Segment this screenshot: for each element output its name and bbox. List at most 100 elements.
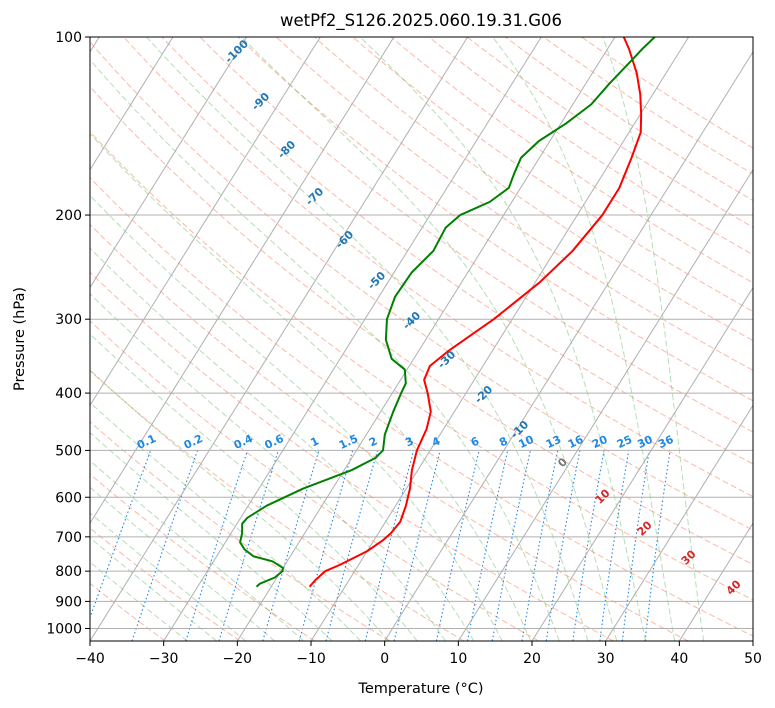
- mixing-ratio-label: 16: [566, 433, 586, 451]
- x-tick-label: 30: [597, 651, 615, 667]
- moist-adiabat: [492, 37, 676, 641]
- dry-adiabat: [90, 320, 540, 641]
- y-axis-label: Pressure (hPa): [12, 287, 28, 391]
- moist-adiabat: [146, 37, 589, 641]
- dry-adiabat: [90, 131, 753, 601]
- mixing-ratio-line: [644, 450, 671, 641]
- mixing-ratio-line: [325, 450, 379, 641]
- y-tick-label: 100: [55, 30, 82, 46]
- mixing-ratio-label: 13: [544, 433, 563, 451]
- isotherm-line: [310, 37, 690, 641]
- dry-adiabat: [199, 37, 753, 433]
- x-tick-label: −20: [223, 651, 253, 667]
- dry-adiabat: [390, 37, 753, 284]
- mixing-ratio-line: [393, 450, 441, 641]
- dry-adiabat: [581, 37, 753, 149]
- moist-adiabat: [90, 401, 361, 641]
- x-tick-label: −40: [75, 651, 105, 667]
- mixing-ratio-label: 25: [615, 433, 634, 451]
- mixing-ratio-line: [298, 450, 354, 641]
- y-tick-label: 300: [55, 312, 82, 328]
- grid-layer: [90, 37, 753, 641]
- temperature-trace: [308, 37, 643, 588]
- moist-adiabat: [90, 537, 217, 641]
- moist-adiabat: [90, 431, 333, 641]
- isotherm-line: [678, 522, 753, 641]
- isotherm-line: [457, 168, 753, 641]
- y-tick-label: 1000: [46, 621, 82, 637]
- mixing-ratio-line: [262, 450, 320, 641]
- x-tick-label: −10: [296, 651, 326, 667]
- dry-adiabat: [314, 37, 753, 342]
- mixing-ratio-line: [90, 450, 152, 620]
- moist-adiabat: [90, 512, 246, 641]
- moist-adiabat: [90, 369, 390, 641]
- dry-adiabat: [90, 473, 315, 641]
- isotherm-line: [90, 37, 469, 641]
- dry-adiabat: [90, 85, 753, 566]
- dry-adiabat: [90, 421, 390, 641]
- isotherm-line: [90, 37, 174, 171]
- isotherm-line: [163, 37, 542, 641]
- dewpoint-trace: [239, 37, 656, 588]
- dry-adiabat: [90, 271, 614, 641]
- moist-adiabat: [602, 37, 705, 641]
- isotherm-line: [236, 37, 616, 641]
- moist-adiabat: [90, 247, 475, 641]
- axis-layer: −40 −30 −20 −10 0 10 20 30 40 50 1000 900 800 700 600 5…: [46, 30, 762, 667]
- isotherm-line: [384, 50, 753, 641]
- dry-adiabat: [466, 37, 753, 228]
- y-tick-label: 700: [55, 530, 82, 546]
- dry-adiabat: [123, 37, 753, 498]
- isotherm-line: [531, 286, 753, 641]
- chart-title: wetPf2_S126.2025.060.19.31.G06: [280, 11, 562, 31]
- dry-adiabat: [237, 37, 753, 402]
- isotherm-line: [90, 37, 321, 407]
- moist-adiabat: [241, 37, 618, 641]
- dry-adiabat: [90, 41, 753, 531]
- mixing-ratio-label: 30: [635, 433, 655, 451]
- y-tick-label: 500: [55, 443, 82, 459]
- y-tick-label: 900: [55, 594, 82, 610]
- mixing-ratio-label: 20: [590, 433, 610, 451]
- x-tick-label: 0: [380, 651, 389, 667]
- mixing-ratio-line: [435, 450, 480, 641]
- isotherm-line: [605, 404, 753, 641]
- mixing-ratio-line: [466, 450, 509, 641]
- x-tick-label: 20: [523, 651, 541, 667]
- y-tick-label: 400: [55, 386, 82, 402]
- mixing-ratio-line: [521, 450, 559, 641]
- dry-adiabat: [428, 37, 753, 256]
- moist-adiabat: [90, 194, 503, 641]
- x-tick-label: −30: [149, 651, 179, 667]
- dry-adiabat: [161, 37, 753, 465]
- mixing-ratio-label: 10: [517, 433, 537, 451]
- dry-adiabat: [90, 177, 753, 637]
- isotherm-line: [90, 37, 395, 525]
- moist-adiabat: [359, 37, 647, 641]
- moist-adiabat: [90, 486, 275, 641]
- x-tick-label: 10: [449, 651, 467, 667]
- isotherm-line: [90, 37, 248, 289]
- mixing-ratio-line: [491, 450, 531, 641]
- plot-frame: [89, 36, 754, 642]
- y-tick-label: 800: [55, 564, 82, 580]
- mixing-ratio-line: [131, 450, 199, 641]
- mixing-ratio-line: [185, 450, 249, 641]
- y-tick-label: 600: [55, 490, 82, 506]
- x-tick-label: 40: [670, 651, 688, 667]
- x-axis-label: Temperature (°C): [357, 681, 483, 697]
- dry-adiabat: [90, 223, 689, 641]
- moist-adiabat: [90, 460, 304, 641]
- mixing-ratio-label: 36: [656, 433, 676, 451]
- moist-adiabat: [90, 333, 418, 641]
- moist-adiabat: [90, 132, 532, 641]
- mixing-ratio-line: [599, 450, 630, 641]
- mixing-ratio-line: [572, 450, 605, 641]
- y-tick-label: 200: [55, 208, 82, 224]
- x-tick-label: 50: [744, 651, 762, 667]
- mixing-ratio-line: [621, 450, 650, 641]
- mixing-ratio-line: [364, 450, 415, 641]
- data-layer: [239, 37, 656, 588]
